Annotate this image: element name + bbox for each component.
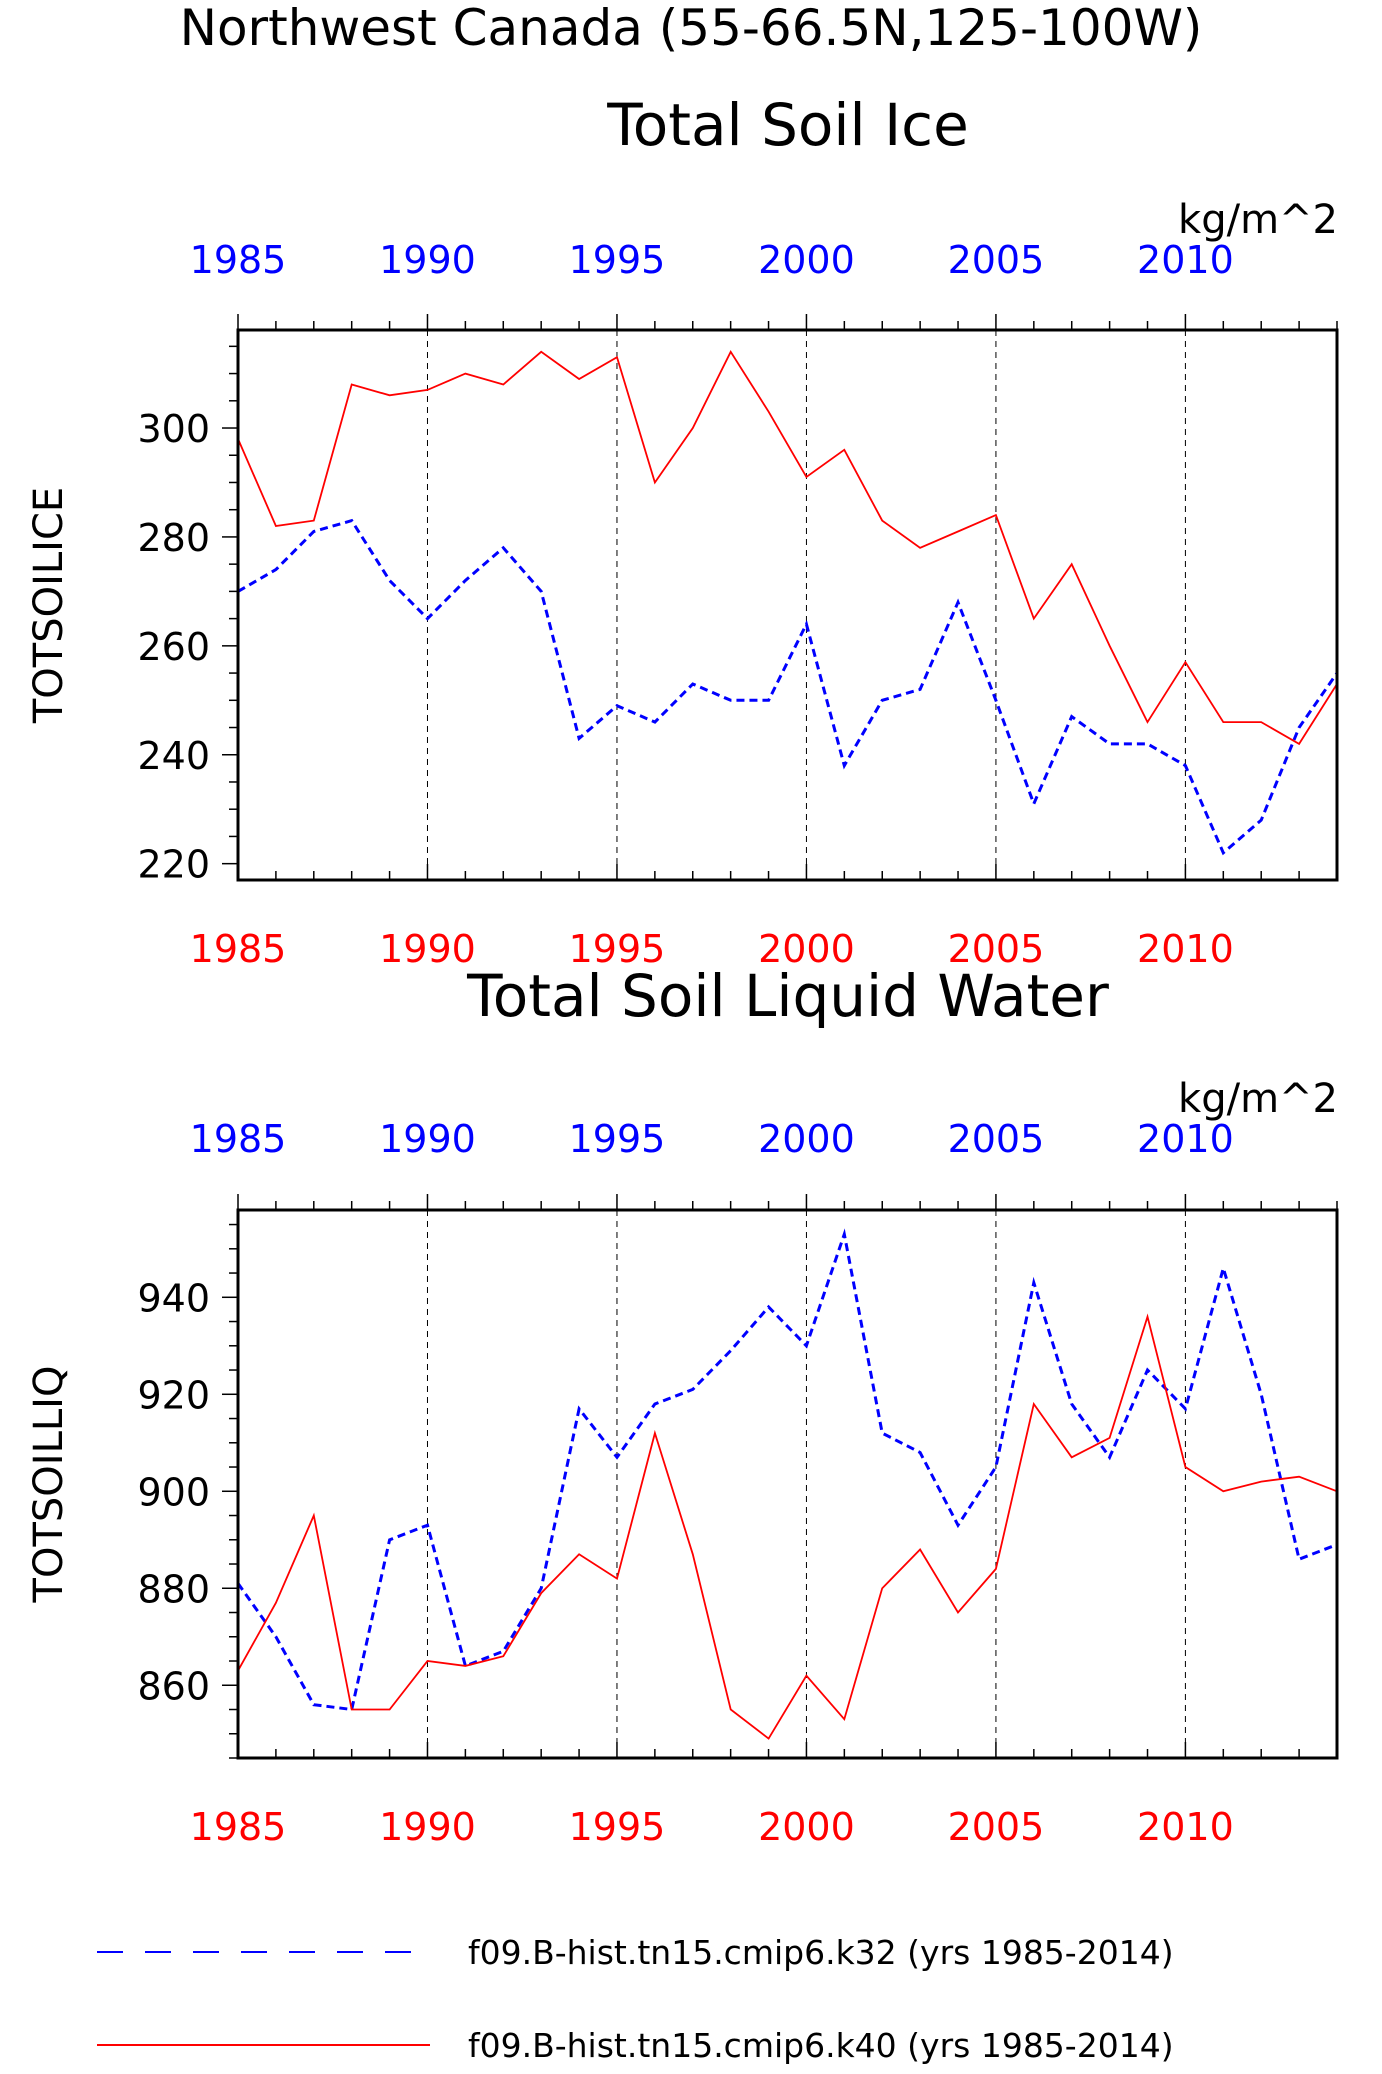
- y-axis-label: TOTSOILICE: [26, 487, 72, 724]
- x-tick-label-bottom: 1995: [569, 1805, 666, 1849]
- x-tick-label-top: 1990: [379, 1117, 476, 1161]
- x-tick-label-bottom: 1995: [569, 927, 666, 971]
- x-tick-label-bottom: 1985: [190, 1805, 287, 1849]
- y-tick-label: 880: [137, 1567, 210, 1611]
- series-line-k32: [236, 1228, 1338, 1712]
- y-tick-label: 900: [137, 1470, 210, 1514]
- x-tick-label-top: 2000: [758, 1117, 855, 1161]
- legend-label-k32: f09.B-hist.tn15.cmip6.k32 (yrs 1985-2014…: [468, 1933, 1174, 1972]
- legend: f09.B-hist.tn15.cmip6.k32 (yrs 1985-2014…: [97, 1933, 1174, 2065]
- page-title: Northwest Canada (55-66.5N,125-100W): [180, 0, 1203, 57]
- chart-panel-soil-ice: Total Soil Ice kg/m^2 TOTSOILICE 220 240 260 2…: [26, 91, 1339, 971]
- series-line-k40: [237, 1313, 1338, 1740]
- x-tick-label-bottom: 2000: [758, 927, 855, 971]
- chart-panel-soil-liquid: Total Soil Liquid Water kg/m^2 TOTSOILLIQ 8…: [26, 962, 1339, 1849]
- x-tick-label-top: 1985: [190, 1117, 287, 1161]
- x-tick-label-top: 1985: [190, 238, 287, 282]
- x-tick-label-top: 1990: [379, 238, 476, 282]
- x-tick-label-bottom: 2000: [758, 1805, 855, 1849]
- legend-label-k40: f09.B-hist.tn15.cmip6.k40 (yrs 1985-2014…: [468, 2026, 1174, 2065]
- x-tick-label-top: 2000: [758, 238, 855, 282]
- x-tick-label-bottom: 2005: [948, 927, 1045, 971]
- y-tick-label: 220: [137, 843, 210, 887]
- x-tick-label-bottom: 2010: [1137, 1805, 1234, 1849]
- y-tick-label: 300: [137, 407, 210, 451]
- y-tick-label: 240: [137, 734, 210, 778]
- x-tick-label-top: 2010: [1137, 238, 1234, 282]
- units-label: kg/m^2: [1178, 1076, 1338, 1122]
- units-label: kg/m^2: [1178, 197, 1338, 243]
- x-tick-label-top: 2005: [948, 238, 1045, 282]
- y-axis-label: TOTSOILLIQ: [26, 1366, 72, 1604]
- y-tick-label: 860: [137, 1664, 210, 1708]
- x-tick-label-bottom: 1985: [190, 927, 287, 971]
- y-tick-label: 940: [137, 1276, 210, 1320]
- x-tick-label-bottom: 2010: [1137, 927, 1234, 971]
- x-tick-label-bottom: 1990: [379, 1805, 476, 1849]
- x-tick-label-bottom: 1990: [379, 927, 476, 971]
- series-line-k40: [237, 349, 1338, 746]
- x-tick-label-top: 2005: [948, 1117, 1045, 1161]
- x-tick-label-top: 1995: [569, 1117, 666, 1161]
- series-line-k32: [237, 518, 1339, 856]
- x-tick-label-bottom: 2005: [948, 1805, 1045, 1849]
- x-tick-label-top: 1995: [569, 238, 666, 282]
- y-tick-label: 260: [137, 625, 210, 669]
- plot-frame: [236, 328, 1339, 882]
- x-tick-label-top: 2010: [1137, 1117, 1234, 1161]
- chart-title: Total Soil Liquid Water: [466, 962, 1109, 1030]
- plot-frame: [236, 1208, 1339, 1760]
- y-tick-label: 920: [137, 1373, 210, 1417]
- chart-title: Total Soil Ice: [606, 91, 969, 159]
- y-tick-label: 280: [137, 516, 210, 560]
